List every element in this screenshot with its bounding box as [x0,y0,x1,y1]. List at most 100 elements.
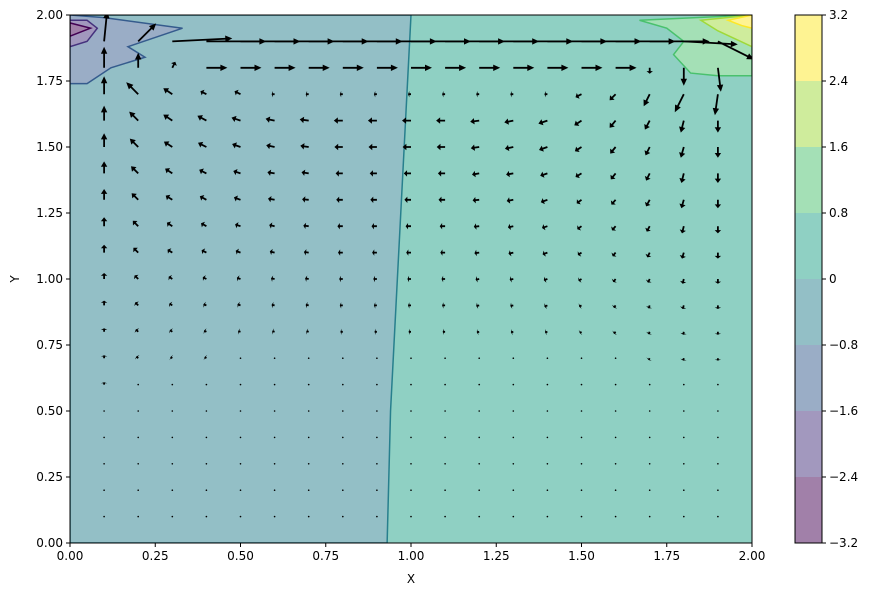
y-tick-label: 0.75 [36,338,63,352]
arrow [171,515,174,518]
arrow [683,383,685,386]
arrow [202,275,207,281]
arrow [646,67,653,74]
y-tick-label: 0.25 [36,470,63,484]
arrow [546,383,549,386]
arrow [444,357,446,360]
arrow [513,38,574,45]
arrow [611,225,617,231]
arrow [410,383,412,386]
arrow [234,89,241,96]
arrow [100,46,108,68]
arrow [337,223,343,230]
arrow [410,463,412,465]
arrow [444,383,446,386]
x-tick-label: 1.75 [653,549,680,563]
arrow [163,88,173,95]
arrow [609,120,617,128]
arrow [717,40,752,60]
arrow [100,328,108,332]
arrow [679,252,686,259]
arrow [376,463,378,465]
arrow [546,410,549,412]
arrow [133,274,139,280]
arrow [103,436,105,439]
arrow [100,244,108,253]
arrow [614,357,617,360]
arrow [512,515,515,518]
arrow [679,173,686,183]
arrow [474,249,480,257]
arrow [580,410,583,412]
arrow [100,105,108,121]
arrow [171,61,177,69]
arrow [580,436,583,439]
arrow [137,410,139,412]
arrow [716,67,724,92]
arrow [437,170,446,177]
arrow [131,193,139,201]
arrow [302,196,309,203]
arrow [683,515,685,518]
arrow [273,410,276,412]
arrow [342,410,344,412]
arrow [342,489,344,492]
arrow [614,489,617,492]
arrow [271,275,275,282]
arrow [478,410,481,412]
arrow [300,143,309,150]
arrow [137,489,139,492]
arrow [376,38,437,45]
arrow [103,463,105,465]
arrow [575,172,582,179]
colorbar-band [795,15,822,81]
arrow [646,305,653,309]
arrow [240,38,301,45]
arrow [199,168,207,175]
arrow [307,436,310,439]
arrow [369,170,377,177]
arrow [683,463,685,465]
arrow [299,116,309,124]
arrow [577,225,583,231]
arrow [575,92,582,99]
arrow [510,329,514,336]
colorbar-band [795,411,822,477]
arrow [512,410,515,412]
arrow [134,354,140,360]
arrow [376,489,378,492]
arrow [339,275,343,283]
arrow [714,199,722,209]
arrow [137,515,139,518]
arrow [235,248,241,255]
arrow [403,170,411,177]
arrow [683,489,685,492]
arrow [679,199,686,209]
arrow [478,489,481,492]
arrow [203,301,207,308]
arrow [444,436,446,439]
arrow [610,199,617,205]
arrow [273,489,276,492]
arrow [610,172,617,180]
arrow [239,357,242,360]
colorbar-tick-label: −3.2 [829,536,858,550]
arrow [203,328,207,335]
arrow [236,275,241,282]
arrow [478,463,481,465]
arrow [479,64,501,71]
arrow [135,52,142,68]
arrow [205,436,208,439]
arrow [679,120,686,133]
arrow [444,515,446,518]
arrow [683,410,685,412]
arrow [714,120,722,133]
arrow [470,118,480,125]
arrow [273,463,276,465]
arrow [100,382,108,385]
arrow [475,276,480,283]
colorbar-tick-label: −0.8 [829,338,858,352]
arrow [714,252,722,259]
arrow [126,82,139,95]
arrow [169,301,173,308]
